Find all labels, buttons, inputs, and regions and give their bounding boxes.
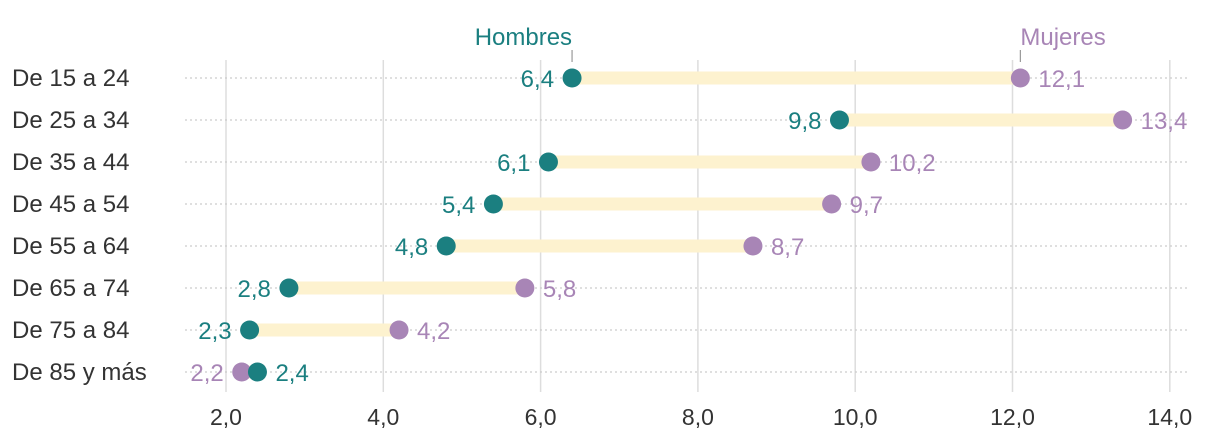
category-label: De 45 a 54 (12, 191, 129, 218)
women-point (743, 236, 763, 256)
women-point (232, 362, 252, 382)
women-value-label: 13,4 (1141, 108, 1188, 135)
men-value-label: 5,4 (442, 192, 475, 219)
category-label: De 35 a 44 (12, 149, 129, 176)
women-point (389, 320, 409, 340)
legend-mujeres: Mujeres (1020, 24, 1105, 51)
men-point (562, 68, 582, 88)
women-point (861, 152, 881, 172)
men-point (279, 278, 299, 298)
women-point (515, 278, 535, 298)
category-label: De 85 y más (12, 359, 147, 386)
men-value-label: 6,4 (521, 66, 554, 93)
men-point (538, 152, 558, 172)
legend-layer: Hombres Mujeres (475, 24, 1106, 62)
row-layer: De 15 a 24 6,4 12,1 De 25 a 34 9,8 13,4 De 35 … (12, 65, 1187, 387)
women-value-label: 12,1 (1038, 66, 1085, 93)
women-point (822, 194, 842, 214)
x-tick-label: 2,0 (210, 404, 242, 430)
x-tick-label: 6,0 (525, 404, 557, 430)
men-point (829, 110, 849, 130)
women-value-label: 8,7 (771, 234, 804, 261)
men-value-label: 6,1 (497, 150, 530, 177)
men-point (240, 320, 260, 340)
women-point (1113, 110, 1133, 130)
men-value-label: 2,8 (238, 276, 271, 303)
men-point (436, 236, 456, 256)
legend-hombres: Hombres (475, 24, 572, 51)
category-label: De 65 a 74 (12, 275, 129, 302)
women-value-label: 10,2 (889, 150, 936, 177)
women-value-label: 9,7 (850, 192, 883, 219)
women-point (1010, 68, 1030, 88)
x-tick-label: 4,0 (367, 404, 399, 430)
women-value-label: 4,2 (417, 318, 450, 345)
x-axis: 2,0 4,0 6,0 8,0 10,0 12,0 14,0 (210, 404, 1192, 430)
category-label: De 55 a 64 (12, 233, 129, 260)
women-value-label: 5,8 (543, 276, 576, 303)
x-tick-label: 12,0 (990, 404, 1035, 430)
men-value-label: 2,3 (198, 318, 231, 345)
category-label: De 25 a 34 (12, 107, 129, 134)
men-value-label: 9,8 (788, 108, 821, 135)
women-value-label: 2,2 (190, 360, 223, 387)
category-label: De 75 a 84 (12, 317, 129, 344)
grid-layer (185, 60, 1188, 392)
men-value-label: 2,4 (275, 360, 308, 387)
men-value-label: 4,8 (395, 234, 428, 261)
x-tick-label: 8,0 (682, 404, 714, 430)
men-point (247, 362, 267, 382)
x-tick-label: 14,0 (1147, 404, 1192, 430)
x-tick-label: 10,0 (833, 404, 878, 430)
men-point (483, 194, 503, 214)
category-label: De 15 a 24 (12, 65, 129, 92)
